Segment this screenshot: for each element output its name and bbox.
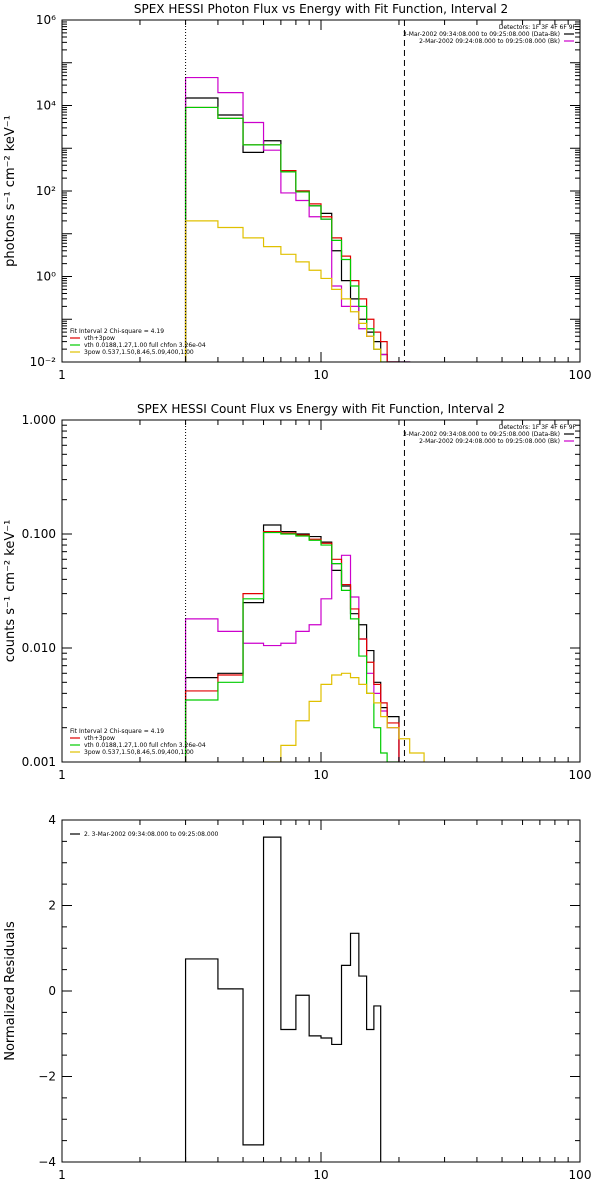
plot-area: [184, 76, 411, 362]
series-3pow: [262, 672, 425, 762]
y-tick-label: 1.000: [22, 413, 56, 427]
x-tick-label: 1: [58, 368, 66, 382]
y-tick-label: −2: [38, 1070, 56, 1084]
plot-area: [184, 524, 425, 762]
series-data-bk: [184, 97, 411, 362]
y-tick-label: 4: [48, 813, 56, 827]
legend-entry: vth+3pow: [84, 335, 115, 342]
y-tick-label: 0.010: [22, 641, 56, 655]
legend-entry: 3pow 0.537,1.50,8.46,5.09,400,1.00: [84, 749, 194, 756]
legend-entry: 2. 3-Mar-2002 09:34:08.000 to 09:25:08.0…: [84, 831, 219, 838]
series-vth-3pow: [184, 530, 400, 762]
x-tick-label: 1: [58, 1168, 66, 1182]
y-tick-label: 10⁶: [36, 13, 56, 27]
y-tick-label: 10⁰: [36, 270, 56, 284]
y-tick-label: 0.100: [22, 527, 56, 541]
chart-title: SPEX HESSI Count Flux vs Energy with Fit…: [137, 402, 505, 416]
panel-p2: SPEX HESSI Count Flux vs Energy with Fit…: [3, 402, 591, 782]
y-tick-label: 10⁻²: [30, 355, 57, 369]
x-tick-label: 100: [569, 368, 592, 382]
legend-entry: Detectors: 1F 3F 4F 6F 9F: [499, 424, 577, 431]
legend-entry: vth 0.0188,1.27,1.00 full chfon 3.26e-04: [84, 742, 206, 749]
legend-entry: 3pow 0.537,1.50,8.46,5.09,400,1.00: [84, 349, 194, 356]
y-tick-label: 10²: [36, 184, 56, 198]
axes-frame: [61, 419, 581, 763]
series-vth: [184, 531, 400, 762]
series-residuals: [184, 836, 382, 1162]
y-tick-label: 2: [48, 899, 56, 913]
panel-p1: SPEX HESSI Photon Flux vs Energy with Fi…: [3, 2, 591, 382]
y-tick-label: 0.001: [22, 755, 56, 769]
legend-entry: vth+3pow: [84, 735, 115, 742]
series-vth: [184, 106, 388, 362]
series-bk: [184, 76, 411, 362]
x-tick-label: 1: [58, 768, 66, 782]
y-tick-label: 0: [48, 984, 56, 998]
axes-frame: [61, 19, 581, 363]
plot-area: [184, 836, 382, 1162]
legend-entry: 3-Mar-2002 09:34:08.000 to 09:25:08.000 …: [403, 431, 560, 438]
x-tick-label: 100: [569, 1168, 592, 1182]
x-tick-label: 10: [313, 368, 328, 382]
x-tick-label: 10: [313, 1168, 328, 1182]
chart-title: SPEX HESSI Photon Flux vs Energy with Fi…: [134, 2, 508, 16]
legend-entry: 2-Mar-2002 09:24:08.000 to 09:25:08.000 …: [419, 438, 560, 445]
y-axis-label: photons s⁻¹ cm⁻² keV⁻¹: [3, 115, 18, 267]
y-axis-label: counts s⁻¹ cm⁻² keV⁻¹: [3, 520, 18, 663]
legend-entry: 3-Mar-2002 09:34:08.000 to 09:25:08.000 …: [403, 31, 560, 38]
legend-entry: vth 0.0188,1.27,1.00 full chfon 3.26e-04: [84, 342, 206, 349]
series-3pow: [184, 220, 382, 362]
series-bk: [184, 554, 400, 762]
legend-entry: Detectors: 1F 3F 4F 6F 9F: [499, 24, 577, 31]
y-tick-label: 10⁴: [36, 99, 56, 113]
y-axis-label: Normalized Residuals: [3, 921, 18, 1061]
panel-p3: Normalized Residuals 1 10 100 −4 −2 0 2 4 2. 3-Ma…: [3, 813, 591, 1182]
axes-frame: [61, 819, 581, 1163]
legend-entry: Fit Interval 2 Chi-square = 4.19: [70, 728, 164, 735]
y-tick-label: −4: [38, 1155, 56, 1169]
x-tick-label: 100: [569, 768, 592, 782]
x-tick-label: 10: [313, 768, 328, 782]
legend-entry: Fit Interval 2 Chi-square = 4.19: [70, 328, 164, 335]
legend-entry: 2-Mar-2002 09:24:08.000 to 09:25:08.000 …: [419, 38, 560, 45]
